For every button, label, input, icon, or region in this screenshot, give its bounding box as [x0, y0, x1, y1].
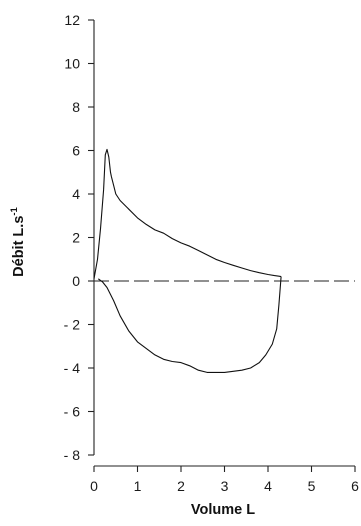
x-tick-label: 6	[351, 478, 359, 494]
expiratory-curve	[93, 148, 282, 279]
x-tick-label: 5	[308, 478, 316, 494]
y-tick-label: - 8	[64, 447, 81, 463]
y-tick-group: 12 10 8 6 4 2 0 - 2 - 4 - 6 - 8	[64, 12, 94, 463]
x-axis-title: Volume L	[191, 502, 255, 518]
y-axis-title: Débit L.s-1	[9, 206, 27, 276]
y-axis-title-main: Débit L.s	[11, 216, 27, 277]
x-tick-label: 1	[134, 478, 142, 494]
inspiratory-curve	[97, 276, 282, 373]
y-tick-label: - 2	[64, 317, 81, 333]
series-group	[93, 148, 282, 373]
x-tick-label: 0	[90, 478, 98, 494]
y-tick-label: 12	[64, 12, 80, 28]
y-axis-title-superscript: -1	[9, 206, 20, 215]
y-tick-label: 8	[72, 99, 80, 115]
y-tick-label: 6	[72, 143, 80, 159]
y-tick-label: 4	[72, 186, 80, 202]
y-tick-label: - 4	[64, 360, 81, 376]
y-tick-label: 0	[72, 273, 80, 289]
y-tick-label: 2	[72, 230, 80, 246]
x-tick-label: 2	[177, 478, 185, 494]
x-axis: 0 1 2 3 4 5 6	[90, 465, 359, 494]
y-tick-label: 10	[64, 56, 80, 72]
x-tick-group: 0 1 2 3 4 5 6	[90, 466, 359, 494]
y-tick-label: - 6	[64, 404, 81, 420]
x-tick-label: 3	[221, 478, 229, 494]
x-tick-label: 4	[264, 478, 272, 494]
y-axis: 12 10 8 6 4 2 0 - 2 - 4 - 6 - 8	[64, 12, 95, 463]
